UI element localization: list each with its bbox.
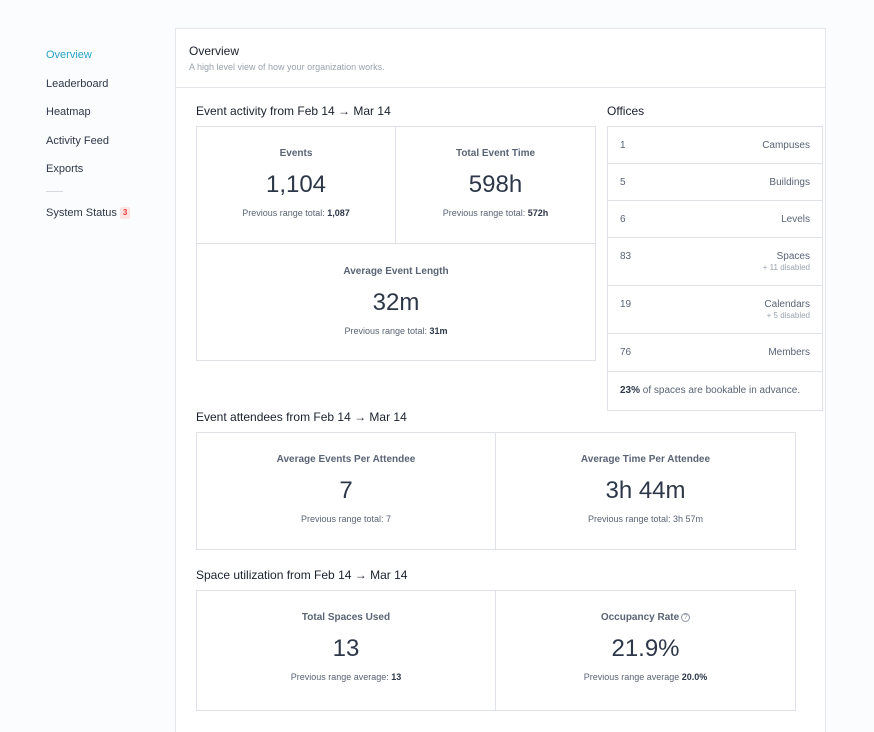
bookable-percent: 23% <box>620 385 641 396</box>
total-event-time-previous: Previous range total: 572h <box>442 208 549 218</box>
average-time-per-attendee-label: Average Time Per Attendee <box>580 454 711 465</box>
sidebar-item-exports[interactable]: Exports <box>46 163 84 175</box>
help-icon[interactable]: ? <box>681 613 691 622</box>
event-activity-title: Event activity from Feb 14 → Mar 14 <box>196 104 391 118</box>
office-label: Members <box>768 347 810 358</box>
total-event-time-value: 598h <box>468 171 523 198</box>
offices-card: 1 Campuses 5 Buildings 6 Levels 83 Space… <box>607 126 823 411</box>
status-badge: 3 <box>119 206 131 219</box>
occupancy-rate-stat: Occupancy Rate? 21.9% Previous range ave… <box>496 612 795 683</box>
event-attendees-title: Event attendees from Feb 14 → Mar 14 <box>196 410 407 424</box>
office-count: 6 <box>620 214 626 225</box>
sidebar-nav: Overview Leaderboard Heatmap Activity Fe… <box>46 48 156 234</box>
average-time-per-attendee-stat: Average Time Per Attendee 3h 44m Previou… <box>496 454 795 525</box>
average-events-per-attendee-value: 7 <box>339 477 353 504</box>
office-count: 5 <box>620 177 626 188</box>
space-utilization-title: Space utilization from Feb 14 → Mar 14 <box>196 568 408 582</box>
total-spaces-used-stat: Total Spaces Used 13 Previous range aver… <box>197 612 495 683</box>
list-item: 5 Buildings <box>608 164 822 201</box>
offices-title: Offices <box>607 104 645 118</box>
office-count: 19 <box>620 299 632 310</box>
event-activity-card: Events 1,104 Previous range total: 1,087… <box>196 126 596 361</box>
events-previous: Previous range total: 1,087 <box>242 208 350 218</box>
offices-footer: 23% of spaces are bookable in advance. <box>608 372 822 410</box>
average-events-per-attendee-previous: Previous range total: 7 <box>300 514 392 524</box>
office-label: Spaces + 11 disabled <box>762 251 810 272</box>
list-item: 1 Campuses <box>608 127 822 164</box>
events-value: 1,104 <box>265 171 327 198</box>
office-count: 83 <box>620 251 632 262</box>
sidebar-item-system-status[interactable]: System Status 3 <box>46 206 156 235</box>
sidebar-item-heatmap[interactable]: Heatmap <box>46 106 91 118</box>
office-label: Levels <box>781 214 810 225</box>
sidebar-item-label: System Status <box>46 206 117 219</box>
events-label: Events <box>279 148 313 159</box>
office-sublabel: + 11 disabled <box>762 263 810 272</box>
average-events-per-attendee-stat: Average Events Per Attendee 7 Previous r… <box>197 454 495 525</box>
office-label: Calendars + 5 disabled <box>764 299 810 320</box>
total-event-time-stat: Total Event Time 598h Previous range tot… <box>396 148 595 219</box>
total-event-time-label: Total Event Time <box>455 148 536 159</box>
page-subtitle: A high level view of how your organizati… <box>189 62 385 72</box>
list-item: 76 Members <box>608 334 822 372</box>
occupancy-rate-label: Occupancy Rate? <box>496 612 795 624</box>
total-spaces-used-value: 13 <box>332 635 360 662</box>
sidebar-item-overview[interactable]: Overview <box>46 49 92 61</box>
sidebar-divider <box>46 190 63 192</box>
office-count: 76 <box>620 347 632 358</box>
average-time-per-attendee-previous: Previous range total: 3h 57m <box>587 514 704 524</box>
office-label: Buildings <box>769 177 810 188</box>
average-event-length-label: Average Event Length <box>343 266 449 277</box>
office-label: Campuses <box>762 140 810 151</box>
occupancy-rate-previous: Previous range average 20.0% <box>583 672 708 682</box>
sidebar-item-leaderboard[interactable]: Leaderboard <box>46 77 109 90</box>
total-spaces-used-label: Total Spaces Used <box>301 612 391 623</box>
average-time-per-attendee-value: 3h 44m <box>605 477 686 504</box>
office-sublabel: + 5 disabled <box>766 311 810 320</box>
list-item: 83 Spaces + 11 disabled <box>608 238 822 286</box>
occupancy-rate-value: 21.9% <box>611 635 680 662</box>
bookable-text: of spaces are bookable in advance. <box>640 385 801 396</box>
list-item: 19 Calendars + 5 disabled <box>608 286 822 334</box>
list-item: 6 Levels <box>608 201 822 238</box>
space-utilization-card: Total Spaces Used 13 Previous range aver… <box>196 590 796 711</box>
average-event-length-previous: Previous range total: 31m <box>344 326 448 336</box>
sidebar-item-activity-feed[interactable]: Activity Feed <box>46 134 109 147</box>
total-spaces-used-previous: Previous range average: 13 <box>290 672 402 682</box>
average-event-length-stat: Average Event Length 32m Previous range … <box>197 266 595 337</box>
events-stat: Events 1,104 Previous range total: 1,087 <box>197 148 395 219</box>
average-events-per-attendee-label: Average Events Per Attendee <box>276 454 416 465</box>
overview-panel: Overview A high level view of how your o… <box>175 28 826 732</box>
office-count: 1 <box>620 140 626 151</box>
event-attendees-card: Average Events Per Attendee 7 Previous r… <box>196 432 796 550</box>
page-title: Overview <box>189 44 240 58</box>
average-event-length-value: 32m <box>372 289 420 316</box>
panel-header: Overview A high level view of how your o… <box>176 29 825 88</box>
